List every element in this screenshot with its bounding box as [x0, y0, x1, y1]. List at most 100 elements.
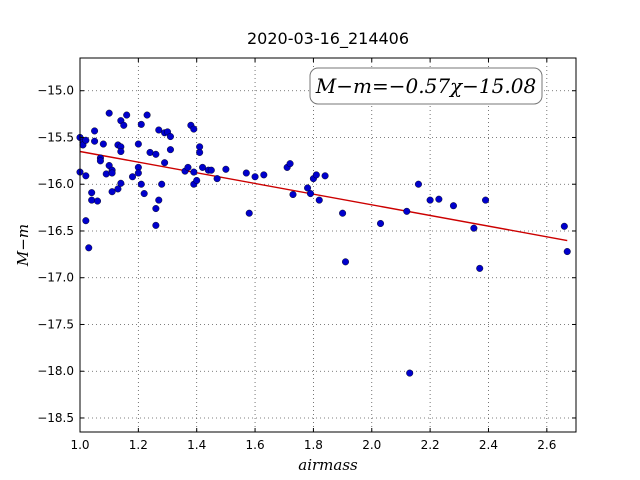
data-point	[563, 248, 571, 256]
x-axis-label: airmass	[298, 456, 358, 474]
data-point	[91, 137, 99, 145]
data-point	[85, 244, 93, 252]
data-point	[470, 224, 478, 232]
data-point	[123, 111, 131, 119]
data-point	[251, 173, 259, 181]
data-point	[339, 209, 347, 217]
data-point	[286, 160, 294, 168]
x-tick-label: 2.2	[421, 438, 440, 452]
data-point	[289, 191, 297, 199]
data-point	[199, 163, 207, 171]
data-point	[166, 133, 174, 141]
y-tick-label: −18.5	[37, 411, 74, 425]
data-point	[403, 207, 411, 215]
data-point	[196, 148, 204, 156]
data-point	[449, 202, 457, 210]
data-point	[152, 221, 160, 229]
data-point	[312, 171, 320, 179]
data-point	[146, 148, 154, 156]
data-point	[166, 146, 174, 154]
y-tick-label: −15.5	[37, 130, 74, 144]
x-tick-label: 1.2	[129, 438, 148, 452]
y-tick-label: −17.0	[37, 271, 74, 285]
data-point	[207, 166, 215, 174]
data-point	[426, 196, 434, 204]
data-point	[129, 173, 137, 181]
data-point	[321, 172, 329, 180]
data-point	[108, 169, 116, 177]
data-point	[114, 185, 122, 193]
fit-line	[79, 150, 568, 242]
data-point	[140, 190, 148, 198]
data-point	[306, 190, 314, 198]
data-point	[155, 196, 163, 204]
data-point	[91, 127, 99, 135]
data-point	[94, 197, 102, 205]
data-point	[143, 111, 151, 119]
data-point	[190, 125, 198, 133]
data-point	[414, 180, 422, 188]
y-tick-label: −16.5	[37, 224, 74, 238]
data-point	[482, 196, 490, 204]
data-point	[152, 205, 160, 213]
data-point	[152, 150, 160, 158]
data-point	[134, 140, 142, 148]
x-tick-label: 2.0	[362, 438, 381, 452]
data-point	[260, 171, 268, 179]
data-point	[161, 159, 169, 167]
data-point	[304, 184, 312, 192]
equation-box	[309, 67, 543, 105]
data-point	[82, 217, 90, 225]
data-point	[134, 169, 142, 177]
data-point	[245, 209, 253, 217]
y-tick-label: −18.0	[37, 364, 74, 378]
y-axis-label: M−m	[14, 224, 32, 267]
data-point	[190, 168, 198, 176]
data-point	[560, 222, 568, 230]
data-point	[82, 172, 90, 180]
data-point	[476, 264, 484, 272]
data-point	[377, 219, 385, 227]
data-point	[117, 179, 125, 187]
data-point	[105, 109, 113, 117]
data-point	[96, 157, 104, 165]
y-tick-label: −17.5	[37, 317, 74, 331]
data-point	[155, 126, 163, 134]
data-point	[158, 180, 166, 188]
data-point	[88, 196, 96, 204]
plot-frame	[79, 57, 577, 433]
data-point	[88, 189, 96, 197]
y-tick-label: −15.0	[37, 84, 74, 98]
y-tick-label: −16.0	[37, 177, 74, 191]
data-point	[102, 170, 110, 178]
x-tick-label: 1.8	[304, 438, 323, 452]
x-tick-label: 1.4	[187, 438, 206, 452]
x-tick-label: 1.6	[246, 438, 265, 452]
ticks: 1.0 1.2 1.4 1.6 1.8 2.0 2.2 2.4 2.6 −15.0 −15.5 −16…	[37, 58, 576, 452]
data-point	[137, 120, 145, 128]
data-point	[184, 163, 192, 171]
data-point	[99, 140, 107, 148]
data-point	[82, 136, 90, 144]
data-points	[76, 109, 571, 377]
data-point	[242, 169, 250, 177]
data-point	[108, 188, 116, 196]
data-point	[213, 175, 221, 183]
fit-equation: M−m=−0.57χ−15.08	[315, 74, 536, 98]
data-point	[137, 180, 145, 188]
data-point	[435, 195, 443, 203]
data-point	[406, 369, 414, 377]
data-point	[120, 121, 128, 129]
data-point	[315, 196, 323, 204]
fit-layer	[79, 150, 568, 242]
data-point	[193, 176, 201, 184]
data-point	[117, 147, 125, 155]
x-tick-label: 1.0	[70, 438, 89, 452]
chart-title: 2020-03-16_214406	[247, 29, 409, 49]
data-point	[342, 258, 350, 266]
data-point	[222, 165, 230, 173]
x-tick-label: 2.4	[479, 438, 498, 452]
x-tick-label: 2.6	[537, 438, 556, 452]
plot-area-background	[80, 58, 576, 432]
